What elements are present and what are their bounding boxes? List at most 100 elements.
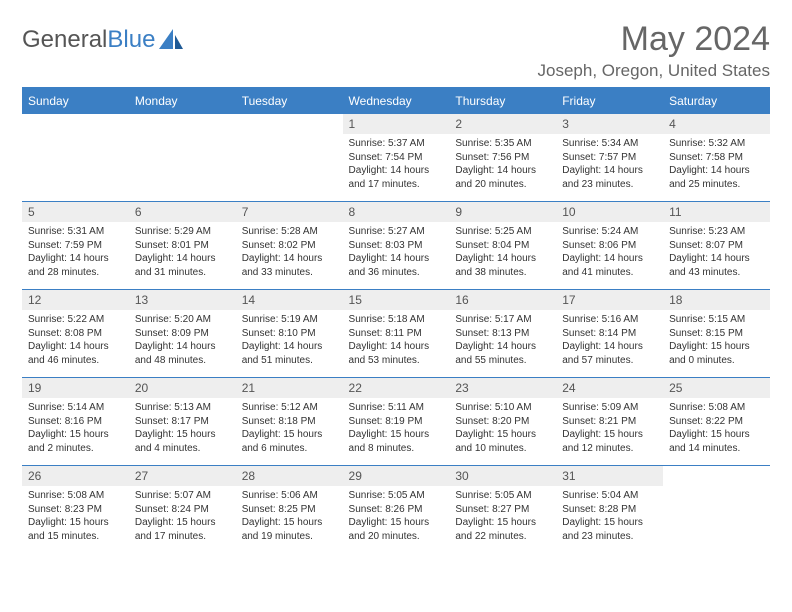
- day-info-line: Sunset: 8:22 PM: [669, 415, 764, 429]
- day-content-cell: Sunrise: 5:16 AMSunset: 8:14 PMDaylight:…: [556, 310, 663, 378]
- day-info-line: and 8 minutes.: [349, 442, 444, 456]
- day-content-cell: Sunrise: 5:37 AMSunset: 7:54 PMDaylight:…: [343, 134, 450, 202]
- day-info-line: Sunrise: 5:24 AM: [562, 225, 657, 239]
- day-info-line: Sunrise: 5:14 AM: [28, 401, 123, 415]
- day-content-cell: Sunrise: 5:14 AMSunset: 8:16 PMDaylight:…: [22, 398, 129, 466]
- day-info-line: and 19 minutes.: [242, 530, 337, 544]
- day-number-cell: 19: [22, 378, 129, 399]
- day-content-cell: Sunrise: 5:20 AMSunset: 8:09 PMDaylight:…: [129, 310, 236, 378]
- day-number-cell: 9: [449, 202, 556, 223]
- weekday-header: Thursday: [449, 88, 556, 114]
- weekday-header-row: SundayMondayTuesdayWednesdayThursdayFrid…: [22, 88, 770, 114]
- day-info-line: Sunset: 8:14 PM: [562, 327, 657, 341]
- day-number-cell: [22, 114, 129, 135]
- day-info-line: Sunrise: 5:20 AM: [135, 313, 230, 327]
- day-info-line: Daylight: 14 hours: [349, 252, 444, 266]
- day-info-line: Sunrise: 5:08 AM: [28, 489, 123, 503]
- day-info-line: Sunset: 8:11 PM: [349, 327, 444, 341]
- day-info-line: Sunrise: 5:28 AM: [242, 225, 337, 239]
- day-number-cell: 31: [556, 466, 663, 487]
- day-info-line: Daylight: 14 hours: [28, 340, 123, 354]
- day-number-cell: 27: [129, 466, 236, 487]
- weekday-header: Saturday: [663, 88, 770, 114]
- day-info-line: Sunset: 8:25 PM: [242, 503, 337, 517]
- logo-text-1: General: [22, 26, 107, 54]
- day-info-line: and 22 minutes.: [455, 530, 550, 544]
- day-info-line: and 2 minutes.: [28, 442, 123, 456]
- day-info-line: and 53 minutes.: [349, 354, 444, 368]
- day-info-line: Sunset: 8:09 PM: [135, 327, 230, 341]
- day-info-line: and 51 minutes.: [242, 354, 337, 368]
- day-info-line: Daylight: 14 hours: [669, 164, 764, 178]
- day-info-line: Sunset: 8:17 PM: [135, 415, 230, 429]
- weekday-header: Monday: [129, 88, 236, 114]
- day-number-row: 12131415161718: [22, 290, 770, 311]
- day-content-cell: Sunrise: 5:08 AMSunset: 8:22 PMDaylight:…: [663, 398, 770, 466]
- day-content-cell: Sunrise: 5:23 AMSunset: 8:07 PMDaylight:…: [663, 222, 770, 290]
- day-number-cell: 16: [449, 290, 556, 311]
- day-info-line: Sunrise: 5:35 AM: [455, 137, 550, 151]
- day-info-line: Sunset: 7:59 PM: [28, 239, 123, 253]
- day-number-cell: 6: [129, 202, 236, 223]
- day-content-cell: Sunrise: 5:12 AMSunset: 8:18 PMDaylight:…: [236, 398, 343, 466]
- day-info-line: Daylight: 14 hours: [455, 252, 550, 266]
- day-info-line: Daylight: 15 hours: [135, 516, 230, 530]
- day-number-row: 567891011: [22, 202, 770, 223]
- day-info-line: Sunset: 8:26 PM: [349, 503, 444, 517]
- weekday-header: Wednesday: [343, 88, 450, 114]
- day-info-line: Sunrise: 5:08 AM: [669, 401, 764, 415]
- day-info-line: Sunset: 8:10 PM: [242, 327, 337, 341]
- day-info-line: Daylight: 14 hours: [28, 252, 123, 266]
- day-info-line: Daylight: 15 hours: [349, 516, 444, 530]
- day-content-row: Sunrise: 5:22 AMSunset: 8:08 PMDaylight:…: [22, 310, 770, 378]
- day-number-cell: 2: [449, 114, 556, 135]
- day-number-cell: 24: [556, 378, 663, 399]
- day-content-cell: Sunrise: 5:22 AMSunset: 8:08 PMDaylight:…: [22, 310, 129, 378]
- day-number-cell: 26: [22, 466, 129, 487]
- day-number-cell: 30: [449, 466, 556, 487]
- day-info-line: Sunset: 8:01 PM: [135, 239, 230, 253]
- day-info-line: Sunrise: 5:16 AM: [562, 313, 657, 327]
- day-info-line: and 17 minutes.: [135, 530, 230, 544]
- day-info-line: Sunset: 7:54 PM: [349, 151, 444, 165]
- day-number-cell: 14: [236, 290, 343, 311]
- day-info-line: Sunrise: 5:17 AM: [455, 313, 550, 327]
- day-info-line: and 46 minutes.: [28, 354, 123, 368]
- day-info-line: Daylight: 15 hours: [455, 516, 550, 530]
- day-content-cell: Sunrise: 5:11 AMSunset: 8:19 PMDaylight:…: [343, 398, 450, 466]
- day-info-line: and 36 minutes.: [349, 266, 444, 280]
- day-info-line: and 33 minutes.: [242, 266, 337, 280]
- day-info-line: Sunset: 8:28 PM: [562, 503, 657, 517]
- day-info-line: Sunrise: 5:31 AM: [28, 225, 123, 239]
- day-info-line: Daylight: 14 hours: [562, 340, 657, 354]
- calendar-table: SundayMondayTuesdayWednesdayThursdayFrid…: [22, 87, 770, 553]
- day-info-line: Daylight: 14 hours: [349, 164, 444, 178]
- day-info-line: Daylight: 15 hours: [669, 428, 764, 442]
- day-info-line: Sunrise: 5:12 AM: [242, 401, 337, 415]
- logo: GeneralBlue: [22, 20, 185, 54]
- day-content-cell: [22, 134, 129, 202]
- day-info-line: Daylight: 14 hours: [669, 252, 764, 266]
- day-content-cell: Sunrise: 5:25 AMSunset: 8:04 PMDaylight:…: [449, 222, 556, 290]
- day-number-cell: 7: [236, 202, 343, 223]
- day-info-line: and 25 minutes.: [669, 178, 764, 192]
- day-content-cell: Sunrise: 5:35 AMSunset: 7:56 PMDaylight:…: [449, 134, 556, 202]
- day-info-line: and 41 minutes.: [562, 266, 657, 280]
- day-info-line: Daylight: 15 hours: [135, 428, 230, 442]
- day-info-line: Daylight: 15 hours: [669, 340, 764, 354]
- day-number-row: 1234: [22, 114, 770, 135]
- day-info-line: Sunset: 8:15 PM: [669, 327, 764, 341]
- day-info-line: Sunrise: 5:11 AM: [349, 401, 444, 415]
- day-info-line: and 23 minutes.: [562, 530, 657, 544]
- day-info-line: and 15 minutes.: [28, 530, 123, 544]
- day-info-line: Sunrise: 5:27 AM: [349, 225, 444, 239]
- day-info-line: and 10 minutes.: [455, 442, 550, 456]
- logo-sail-icon: [159, 29, 185, 51]
- day-info-line: Sunset: 8:24 PM: [135, 503, 230, 517]
- day-info-line: and 6 minutes.: [242, 442, 337, 456]
- day-info-line: and 17 minutes.: [349, 178, 444, 192]
- day-info-line: and 23 minutes.: [562, 178, 657, 192]
- day-number-cell: 5: [22, 202, 129, 223]
- day-info-line: Sunset: 7:57 PM: [562, 151, 657, 165]
- day-info-line: Sunset: 8:08 PM: [28, 327, 123, 341]
